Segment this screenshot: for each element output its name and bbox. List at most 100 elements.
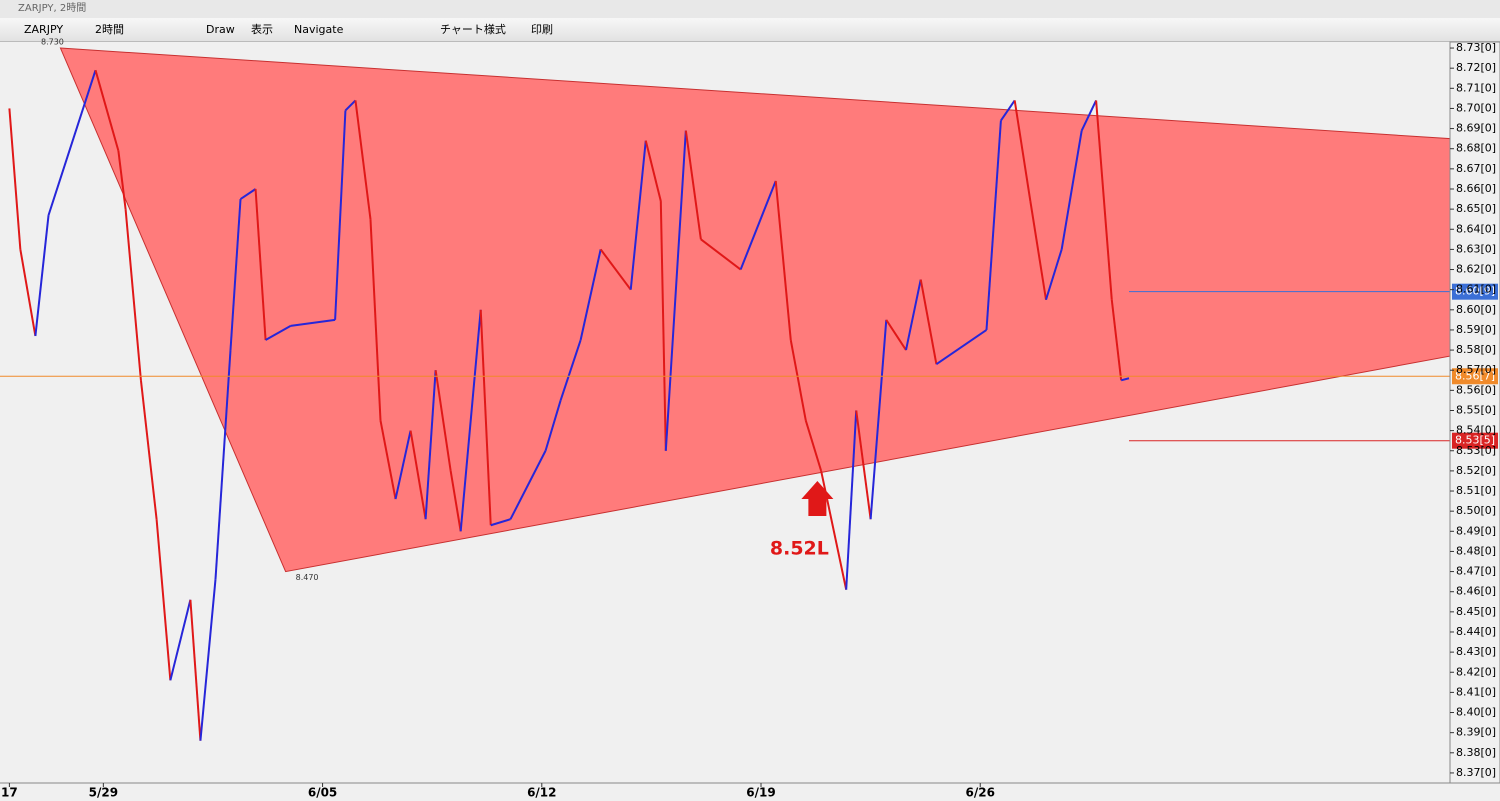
price-segment	[344, 99, 357, 112]
price-segment	[8, 108, 22, 250]
y-tick-label: 8.63[0]	[1456, 242, 1496, 255]
y-tick-label: 8.67[0]	[1456, 162, 1496, 175]
price-axis	[1449, 41, 1500, 784]
price-segment	[214, 350, 232, 580]
price-level-box	[1452, 432, 1498, 449]
y-tick-label: 8.39[0]	[1456, 726, 1496, 739]
x-tick-label: 17	[1, 786, 18, 800]
y-tick-label: 8.56[0]	[1456, 383, 1496, 396]
price-segment	[644, 140, 662, 202]
menu-item[interactable]: 表示	[251, 23, 273, 36]
menu-item[interactable]: Draw	[206, 23, 235, 36]
price-segment	[19, 249, 37, 337]
price-level-box	[1452, 283, 1498, 300]
price-segment	[265, 325, 292, 341]
price-segment	[684, 130, 702, 240]
y-tick-label: 8.73[0]	[1456, 41, 1496, 54]
y-tick-label: 8.50[0]	[1456, 504, 1496, 517]
y-tick-label: 8.68[0]	[1456, 142, 1496, 155]
price-segment	[664, 130, 687, 451]
y-tick-label: 8.71[0]	[1456, 81, 1496, 94]
y-tick-label: 8.40[0]	[1456, 706, 1496, 719]
y-tick-label: 8.46[0]	[1456, 585, 1496, 598]
price-segment	[1029, 200, 1047, 300]
x-tick-label: 6/05	[308, 786, 337, 800]
price-segment	[434, 370, 452, 472]
y-tick-label: 8.38[0]	[1456, 746, 1496, 759]
price-segment	[290, 318, 336, 327]
y-tick-label: 8.62[0]	[1456, 263, 1496, 276]
y-tick-label: 8.45[0]	[1456, 605, 1496, 618]
price-segment	[490, 518, 511, 527]
y-tick-label: 8.47[0]	[1456, 565, 1496, 578]
y-tick-label: 8.64[0]	[1456, 222, 1496, 235]
y-tick-label: 8.58[0]	[1456, 343, 1496, 356]
title-bar: ZARJPY, 2時間	[0, 0, 1500, 18]
price-segment	[334, 110, 347, 320]
menu-item[interactable]: Navigate	[294, 23, 344, 36]
y-tick-label: 8.41[0]	[1456, 685, 1496, 698]
y-tick-label: 8.59[0]	[1456, 323, 1496, 336]
price-segment	[47, 69, 97, 216]
price-segment	[479, 309, 492, 526]
y-tick-label: 8.55[0]	[1456, 403, 1496, 416]
y-tick-label: 8.60[0]	[1456, 303, 1496, 316]
window-title: ZARJPY, 2時間	[18, 3, 87, 14]
price-segment	[254, 188, 267, 341]
x-tick-label: 6/19	[746, 786, 775, 800]
price-segment	[124, 209, 142, 381]
symbol-select[interactable]: ZARJPY	[24, 23, 64, 36]
price-segment	[855, 410, 872, 520]
triangle-label: 8.470	[296, 573, 319, 582]
triangle-label: 8.730	[41, 38, 64, 47]
price-segment	[509, 450, 547, 520]
price-segment	[117, 150, 127, 210]
y-tick-label: 8.69[0]	[1456, 122, 1496, 135]
y-tick-label: 8.42[0]	[1456, 665, 1496, 678]
price-segment	[885, 319, 907, 351]
price-segment	[1000, 99, 1016, 122]
y-tick-label: 8.44[0]	[1456, 625, 1496, 638]
menu-item[interactable]: 印刷	[531, 23, 553, 36]
price-segment	[845, 410, 858, 590]
price-segment	[1060, 130, 1083, 250]
y-tick-label: 8.49[0]	[1456, 524, 1496, 537]
price-segment	[789, 339, 807, 421]
price-level-box	[1452, 368, 1498, 385]
price-segment	[935, 329, 988, 365]
price-segment	[599, 248, 632, 291]
price-segment	[449, 470, 462, 532]
price-segment	[94, 69, 120, 152]
price-segment	[394, 430, 412, 500]
y-tick-label: 8.70[0]	[1456, 101, 1496, 114]
price-segment	[229, 198, 242, 351]
price-segment	[369, 219, 382, 421]
price-segment	[544, 400, 562, 452]
price-segment	[774, 180, 792, 341]
x-tick-label: 5/29	[89, 786, 118, 800]
price-segment	[169, 599, 192, 681]
price-segment	[700, 238, 742, 271]
price-segment	[155, 519, 172, 681]
y-tick-label: 8.66[0]	[1456, 182, 1496, 195]
y-tick-label: 8.65[0]	[1456, 202, 1496, 215]
y-tick-label: 8.43[0]	[1456, 645, 1496, 658]
price-segment	[139, 380, 158, 520]
y-tick-label: 8.53[0]	[1456, 444, 1496, 457]
price-segment	[919, 279, 938, 365]
menu-item[interactable]: チャート様式	[440, 23, 506, 36]
x-tick-label: 6/26	[966, 786, 995, 800]
price-segment	[579, 249, 602, 341]
y-tick-label: 8.37[0]	[1456, 766, 1496, 779]
price-segment	[409, 430, 427, 520]
price-segment	[189, 599, 202, 741]
timeframe-select[interactable]: 2時間	[95, 23, 124, 36]
y-tick-label: 8.61[0]	[1456, 283, 1496, 296]
y-tick-label: 8.51[0]	[1456, 484, 1496, 497]
price-segment	[559, 339, 582, 401]
price-segment	[239, 188, 257, 200]
price-segment	[985, 120, 1002, 331]
y-tick-label: 8.57[0]	[1456, 363, 1496, 376]
